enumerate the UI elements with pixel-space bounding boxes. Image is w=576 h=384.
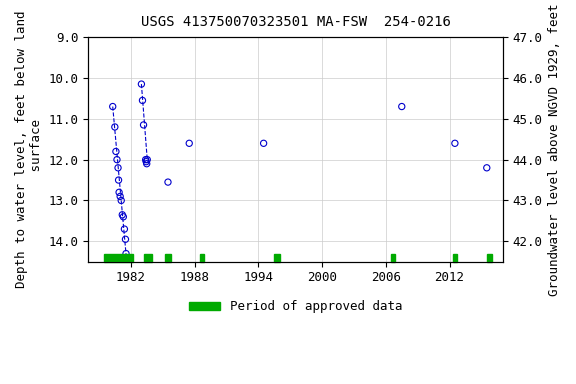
Point <box>185 140 194 146</box>
Bar <box>104 254 133 262</box>
Point <box>259 140 268 146</box>
Point <box>121 236 130 242</box>
Point <box>143 157 152 163</box>
Point <box>114 177 123 183</box>
Bar <box>391 254 395 262</box>
Legend: Period of approved data: Period of approved data <box>184 295 407 318</box>
Bar <box>487 254 492 262</box>
Point <box>450 140 460 146</box>
Bar <box>274 254 279 262</box>
Point <box>139 122 148 128</box>
Point <box>164 179 173 185</box>
Point <box>138 97 147 103</box>
Point <box>141 157 150 163</box>
Bar <box>165 254 171 262</box>
Point <box>122 250 131 257</box>
Title: USGS 413750070323501 MA-FSW  254-0216: USGS 413750070323501 MA-FSW 254-0216 <box>141 15 450 29</box>
Point <box>113 165 123 171</box>
Point <box>115 189 124 195</box>
Point <box>137 81 146 87</box>
Point <box>112 157 122 163</box>
Point <box>142 161 151 167</box>
Point <box>118 212 127 218</box>
Bar <box>143 254 152 262</box>
Point <box>120 226 129 232</box>
Point <box>122 257 131 263</box>
Point <box>142 159 151 165</box>
Y-axis label: Depth to water level, feet below land
 surface: Depth to water level, feet below land su… <box>15 11 43 288</box>
Point <box>108 103 118 109</box>
Point <box>116 197 126 204</box>
Point <box>119 214 128 220</box>
Point <box>110 124 119 130</box>
Y-axis label: Groundwater level above NGVD 1929, feet: Groundwater level above NGVD 1929, feet <box>548 3 561 296</box>
Point <box>116 193 125 199</box>
Bar <box>200 254 204 262</box>
Point <box>397 103 407 109</box>
Point <box>111 148 120 154</box>
Point <box>482 165 491 171</box>
Bar <box>453 254 457 262</box>
